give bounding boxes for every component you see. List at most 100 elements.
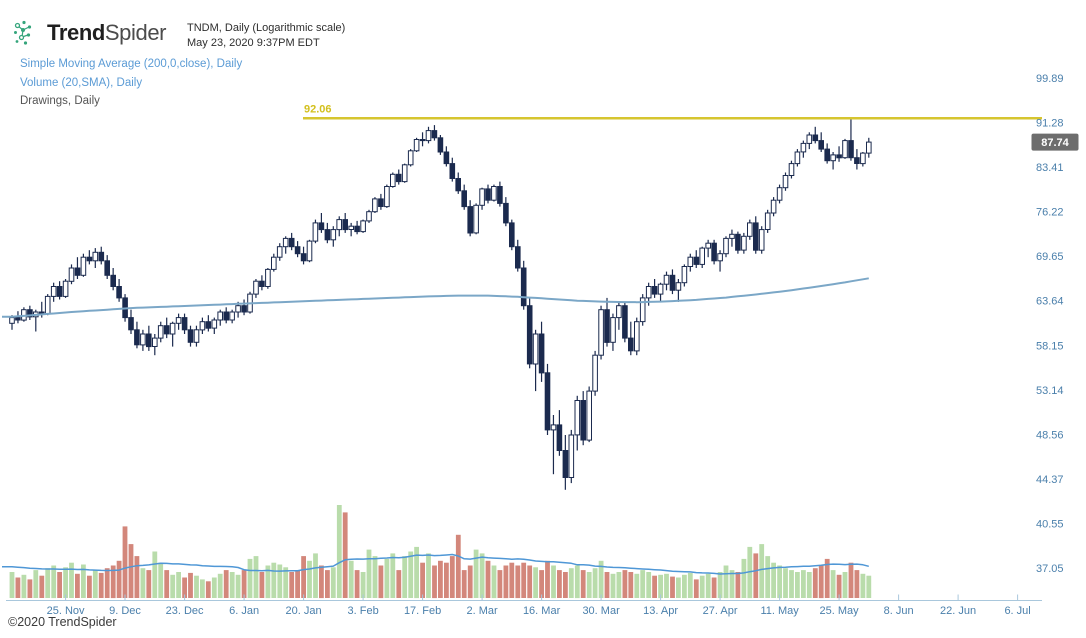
volume-bar — [241, 570, 247, 598]
volume-bar — [307, 560, 312, 598]
candle-down — [449, 163, 456, 180]
volume-bar — [527, 565, 533, 599]
volume-bar — [836, 574, 842, 599]
volume-bar — [51, 565, 57, 599]
candle-up — [491, 186, 497, 201]
volume-bar — [622, 570, 628, 598]
candle-up — [372, 198, 378, 213]
candle-down — [116, 286, 122, 299]
candle-down — [497, 186, 503, 204]
volume-bar — [182, 577, 187, 598]
volume-bar — [188, 572, 193, 598]
volume-bar — [92, 570, 98, 598]
candle-down — [467, 206, 473, 234]
volume-bar — [824, 558, 830, 598]
volume-bar — [396, 570, 402, 598]
candle-up — [681, 266, 688, 284]
candle-up — [425, 130, 432, 142]
volume-bars — [9, 505, 872, 599]
volume-bar — [789, 570, 794, 598]
x-axis-label: 13. Apr — [643, 605, 678, 617]
x-axis-label: 22. Jun — [940, 605, 976, 617]
candle-up — [330, 229, 337, 241]
candle-down — [824, 148, 831, 162]
volume-bar — [259, 572, 265, 598]
trendspider-logo[interactable]: TrendSpider — [12, 18, 167, 48]
volume-bar — [473, 549, 479, 598]
volume-bar — [39, 575, 45, 598]
candle-up — [586, 390, 593, 441]
candle-up — [479, 188, 485, 206]
volume-bar — [860, 573, 866, 598]
volume-bar — [723, 565, 729, 599]
volume-bar — [610, 573, 616, 598]
volume-bar — [777, 565, 782, 599]
y-axis-label: 76.22 — [1036, 207, 1064, 219]
volume-bar — [336, 505, 342, 598]
candle-down — [56, 286, 63, 297]
volume-bar — [806, 572, 812, 598]
candle-down — [485, 188, 491, 201]
volume-bar — [866, 575, 872, 598]
candle-up — [265, 268, 271, 287]
volume-bar — [563, 572, 568, 598]
candle-down — [419, 139, 426, 142]
y-axis-label: 83.41 — [1036, 162, 1064, 174]
candle-up — [473, 204, 479, 234]
volume-bar — [539, 570, 544, 598]
volume-bar — [289, 572, 295, 598]
last-price-badge-bg — [1031, 133, 1079, 151]
volume-bar — [271, 562, 277, 598]
volume-bar — [229, 572, 235, 598]
candle-up — [50, 286, 57, 297]
legend-sma[interactable]: Simple Moving Average (200,0,close), Dai… — [20, 58, 243, 70]
volume-bar — [295, 570, 300, 598]
y-axis-label: 63.64 — [1036, 296, 1064, 308]
volume-bar — [116, 560, 122, 598]
candle-down — [241, 305, 247, 313]
candle-up — [152, 337, 158, 348]
volume-bar — [301, 556, 306, 598]
candle-down — [205, 321, 212, 329]
candle-down — [669, 274, 676, 291]
chart-title-block: TNDM, Daily (Logarithmic scale) May 23, … — [187, 21, 345, 51]
volume-bar — [432, 565, 437, 599]
candle-down — [98, 251, 105, 262]
candle-down — [753, 222, 759, 251]
brand-bold: Trend — [47, 20, 105, 45]
candle-up — [282, 237, 289, 248]
volume-bar — [771, 562, 776, 598]
x-axis-label: 9. Dec — [109, 605, 141, 617]
volume-bar — [455, 534, 461, 598]
candle-down — [544, 372, 551, 431]
candle-up — [776, 187, 783, 201]
volume-bar — [57, 572, 62, 598]
volume-bar — [503, 565, 509, 599]
candle-down — [223, 311, 229, 321]
volume-bar — [378, 565, 384, 599]
candle-up — [663, 274, 670, 285]
volume-bar — [693, 579, 699, 598]
candle-down — [526, 305, 533, 365]
candle-down — [163, 325, 170, 335]
candles — [9, 118, 872, 490]
volume-bar — [122, 526, 128, 598]
volume-bar — [551, 565, 556, 599]
legend-volume[interactable]: Volume (20,SMA), Daily — [20, 76, 143, 89]
candle-up — [407, 150, 414, 166]
candle-up — [306, 240, 313, 262]
candle-up — [788, 163, 795, 177]
candle-down — [562, 450, 569, 478]
volume-bar — [414, 546, 419, 599]
y-axis-label: 37.05 — [1036, 563, 1064, 575]
volume-bar — [283, 567, 289, 598]
volume-bar — [360, 572, 366, 598]
legend-drawings[interactable]: Drawings, Daily — [20, 95, 100, 107]
candle-down — [86, 256, 93, 262]
candle-up — [44, 295, 51, 315]
x-axis-label: 3. Feb — [348, 605, 379, 617]
candle-up — [782, 175, 789, 189]
candle-down — [818, 140, 825, 150]
candle-up — [860, 152, 866, 165]
